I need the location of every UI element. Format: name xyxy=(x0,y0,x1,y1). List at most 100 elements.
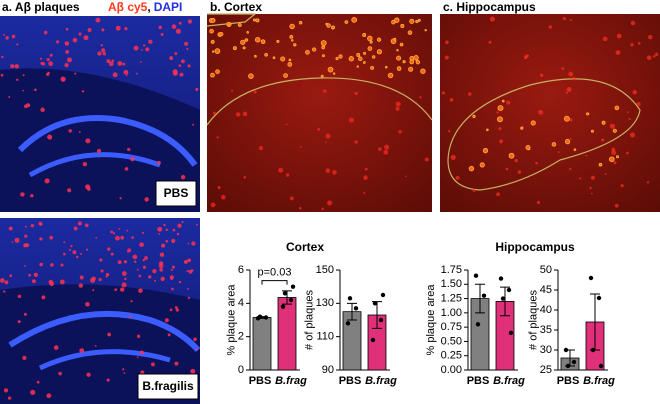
plaque-dot xyxy=(632,90,637,95)
plaque-dot xyxy=(87,27,92,32)
plaque-dot xyxy=(383,149,389,155)
plaque-dot xyxy=(3,33,5,36)
plaque-dot xyxy=(448,130,451,133)
plaque-dot xyxy=(7,396,12,400)
plaque-dot xyxy=(299,206,302,210)
plaque-dot xyxy=(110,230,114,234)
plaque-dot xyxy=(604,173,607,175)
y-axis-label: % plaque area xyxy=(425,284,437,356)
plaque-dot xyxy=(133,45,139,51)
plaque-dot xyxy=(332,72,336,75)
plaque-dot xyxy=(121,271,127,276)
error-bar xyxy=(347,302,357,321)
plaque-dot xyxy=(90,277,96,283)
plaque-dot xyxy=(124,167,129,171)
plaque-dot xyxy=(170,277,173,281)
x-tick-label: B.frag xyxy=(493,375,525,387)
plaque-dot xyxy=(648,34,653,40)
plaque-dot xyxy=(110,252,114,256)
data-point xyxy=(563,347,569,353)
plaque-dot xyxy=(152,269,157,274)
plaque-dot xyxy=(240,39,246,45)
plaque-dot xyxy=(22,355,27,360)
plaque-dot xyxy=(112,72,118,78)
y-tick-label: 0.00 xyxy=(441,364,462,376)
plaque-dot xyxy=(17,294,22,299)
plaque-dot xyxy=(165,239,169,243)
plaque-dot xyxy=(102,51,106,56)
plaque-dot xyxy=(79,275,84,280)
plaque-dot xyxy=(159,252,165,257)
plaque-dot xyxy=(163,223,166,227)
plaque-dot xyxy=(506,100,511,105)
plaque-dot xyxy=(30,224,35,228)
data-point xyxy=(257,314,263,319)
plaque-dot xyxy=(148,39,153,44)
plaque-dot xyxy=(8,96,11,98)
group-title: Cortex xyxy=(286,240,324,254)
plaque-dot xyxy=(242,111,248,117)
plaque-dot xyxy=(348,117,354,123)
plaque-dot xyxy=(407,30,413,35)
plaque-dot xyxy=(41,295,46,300)
separator: , xyxy=(147,0,150,14)
plaque-dot xyxy=(79,348,85,353)
plaque-dot xyxy=(171,287,174,291)
plaque-dot xyxy=(419,96,422,99)
plaque-dot xyxy=(67,188,72,193)
y-tick-label: 90 xyxy=(322,364,334,376)
plaque-dot xyxy=(468,165,475,172)
plaque-dot xyxy=(101,28,105,32)
plaque-dot xyxy=(520,126,524,130)
plaque-dot xyxy=(424,157,429,162)
plaque-dot xyxy=(291,39,294,42)
plaque-dot xyxy=(327,66,334,73)
plaque-dot xyxy=(70,244,73,248)
error-bar xyxy=(475,283,485,314)
plaque-dot xyxy=(191,241,196,246)
plaque-dot xyxy=(216,136,219,139)
plaque-dot xyxy=(613,161,617,165)
x-tick-label: PBS xyxy=(249,375,272,387)
plaque-dot xyxy=(183,260,188,264)
plaque-dot xyxy=(9,274,13,278)
plaque-dot xyxy=(75,255,79,259)
plaque-dot xyxy=(323,89,327,93)
plaque-dot xyxy=(272,56,276,60)
plaque-dot xyxy=(399,42,404,47)
plaque-dot xyxy=(108,61,114,67)
plaque-dot xyxy=(174,306,178,309)
data-point xyxy=(588,275,594,281)
plaque-dot xyxy=(136,334,141,338)
plaque-dot xyxy=(609,123,615,129)
plaque-dot xyxy=(215,69,220,74)
plaque-dot xyxy=(139,60,142,63)
plaque-dot xyxy=(455,175,460,180)
data-point xyxy=(372,301,378,306)
plaque-dot xyxy=(158,263,164,269)
plaque-dot xyxy=(496,192,500,197)
plaque-dot xyxy=(409,59,415,65)
y-tick-label: 4 xyxy=(238,297,244,309)
data-point xyxy=(498,276,504,281)
plaque-dot xyxy=(415,60,421,65)
plaque-dot xyxy=(129,315,132,319)
plaque-dot xyxy=(211,50,215,53)
bar xyxy=(252,317,272,371)
plaque-dot xyxy=(244,38,249,42)
plaque-dot xyxy=(367,35,373,42)
plaque-dot xyxy=(551,142,557,147)
y-axis-label: # of plaques xyxy=(528,290,540,350)
plaque-dot xyxy=(174,361,179,366)
plaque-dot xyxy=(312,47,317,52)
plaque-dot xyxy=(5,36,9,40)
plaque-dot xyxy=(136,356,139,359)
plaque-dot xyxy=(616,33,622,39)
plaque-dot xyxy=(608,156,615,163)
y-axis-label: # of plaques xyxy=(303,290,315,350)
plaque-dot xyxy=(190,368,196,374)
plaque-dot xyxy=(11,241,14,243)
data-point xyxy=(378,317,384,323)
y-tick-label: 6 xyxy=(238,264,244,276)
plaque-dot xyxy=(497,116,503,123)
